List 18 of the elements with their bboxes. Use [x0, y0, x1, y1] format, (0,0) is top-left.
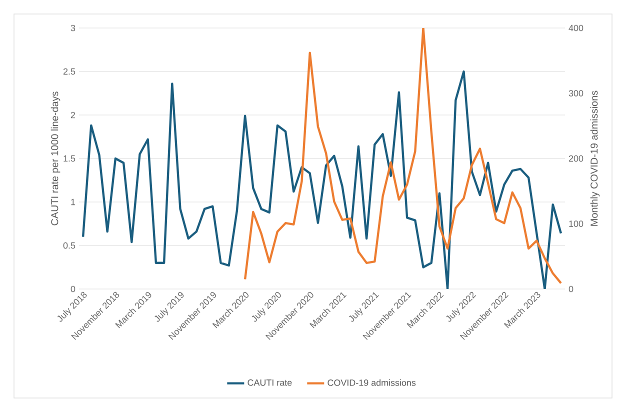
- y-tick-label: 1.5: [64, 155, 76, 162]
- y2-tick-label: 300: [568, 90, 584, 96]
- y-tick-label: 3: [70, 24, 76, 32]
- y-tick-label: 0.5: [63, 242, 76, 249]
- y2-tick-label: 200: [568, 155, 584, 162]
- line-series: [244, 28, 562, 284]
- y2-tick-label: 100: [569, 220, 584, 227]
- y2-tick-label: 0: [568, 286, 574, 292]
- y-tick-label: 1: [71, 198, 76, 206]
- y-tick-label: 0: [70, 286, 76, 292]
- y-tick-label: 2.5: [63, 68, 76, 75]
- line-series: [82, 70, 562, 289]
- legend-label: COVID-19 admissions: [328, 379, 416, 386]
- y2-tick-label: 400: [568, 24, 584, 32]
- legend-label: CAUTI rate: [248, 379, 292, 386]
- y-axis-title: CAUTI rate per 1000 line-days: [50, 92, 60, 226]
- y2-axis-title: Monthly COVID-19 admissions: [590, 90, 600, 226]
- y-tick-label: 2: [70, 112, 76, 118]
